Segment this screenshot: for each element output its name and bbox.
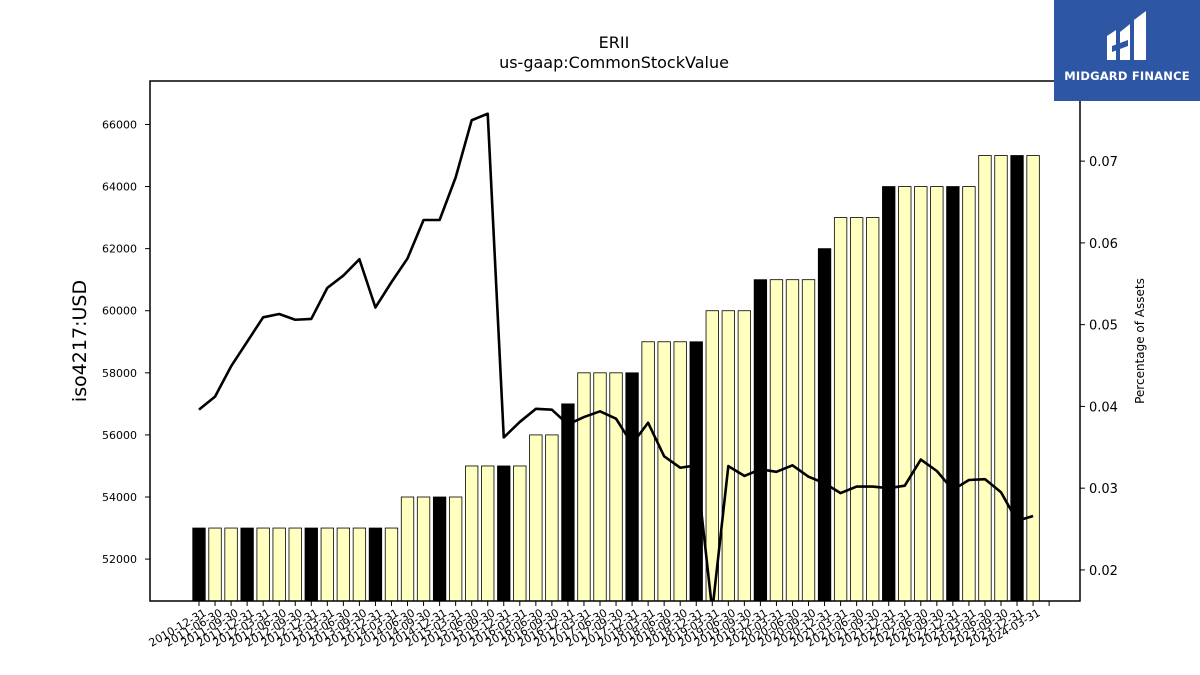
bar-2021-09-30 [882,186,896,602]
bar-2021-03-31 [849,217,864,602]
bar-2011-12-31 [256,527,270,602]
x-axis-ticks: 2010-12-312011-06-302011-09-302011-12-31… [147,601,1050,650]
bar-2012-06-30 [288,527,302,602]
bar-2012-03-31 [272,527,286,602]
bar-2013-06-30 [352,527,367,602]
bar-2017-09-30 [625,372,639,602]
percentage-of-assets-line [198,112,1034,601]
y-axis-label: iso4217:USD [69,280,91,402]
bar-2020-09-30 [817,248,832,602]
bar-2011-06-30 [224,527,238,602]
y2-axis-label: Percentage of Assets [1133,278,1147,404]
chart-subtitle: us-gaap:CommonStockValue [499,53,729,72]
bar-2012-09-30 [304,527,318,602]
bar-2016-03-31 [529,434,543,602]
bar-2022-09-30 [946,186,960,602]
bar-2013-12-31 [384,527,399,602]
bar-2021-12-31 [898,186,912,602]
y2-axis-ticks: 0.02 0.03 0.04 0.05 0.06 0.07 [1080,155,1118,579]
y-axis-ticks: 52000 54000 56000 58000 60000 62000 64000 66000 [102,118,150,566]
bar-2023-09-30 [1010,155,1024,602]
bar-series [192,155,1040,602]
plot-frame [149,80,1081,602]
bar-2016-09-30 [561,403,575,602]
bar-2014-09-30 [432,496,447,602]
bar-2022-12-31 [962,186,976,602]
bar-2020-12-31 [833,217,848,602]
y2-tick-label: 0.07 [1089,155,1118,170]
bar-2011-03-31 [208,527,222,602]
bar-2018-12-31 [705,310,719,602]
bar-2010-12-31 [192,527,206,602]
y2-tick-label: 0.04 [1089,400,1118,415]
bar-2013-03-31 [336,527,351,602]
bar-2019-12-31 [769,279,784,602]
bar-2014-06-30 [416,496,431,602]
bar-2016-12-31 [577,372,591,602]
bar-2020-03-31 [785,279,800,602]
bar-2023-06-30 [994,155,1008,602]
bar-2023-12-31 [1026,155,1040,602]
bar-2015-12-31 [513,465,527,602]
bar-2015-09-30 [497,465,511,602]
y-tick-label: 66000 [102,118,137,131]
bar-2016-06-30 [545,434,559,602]
bar-2019-09-30 [753,279,768,602]
bar-2013-09-30 [368,527,383,602]
y2-tick-label: 0.06 [1089,237,1118,252]
bar-2018-06-30 [673,341,687,602]
bar-2022-03-31 [914,186,928,602]
bar-2015-03-31 [465,465,479,602]
y-tick-label: 56000 [102,429,137,442]
y-tick-label: 64000 [102,181,137,194]
y-tick-label: 62000 [102,243,137,256]
bar-2014-03-31 [400,496,415,602]
bar-2014-12-31 [448,496,463,602]
bar-2022-06-30 [930,186,944,602]
midgard-logo-icon [1107,11,1146,60]
y2-tick-label: 0.03 [1089,482,1118,497]
bar-2017-06-30 [609,372,623,602]
bar-2012-12-31 [320,527,334,602]
bar-2017-03-31 [593,372,607,602]
bar-2023-03-31 [978,155,992,602]
y2-tick-label: 0.05 [1089,319,1118,334]
chart-title: ERII [599,33,630,52]
bar-2021-06-30 [866,217,880,602]
y-tick-label: 52000 [102,553,137,566]
bar-2020-06-30 [801,279,816,602]
y-tick-label: 58000 [102,367,137,380]
brand-logo: MIDGARD FINANCE [1054,0,1200,101]
bar-2017-12-31 [641,341,655,602]
bar-2011-09-30 [240,527,254,602]
y2-tick-label: 0.02 [1089,564,1118,579]
line-series-group [198,112,1034,601]
bar-2018-03-31 [657,341,671,602]
bar-2015-06-30 [481,465,495,602]
brand-name: MIDGARD FINANCE [1064,69,1190,83]
y-tick-label: 60000 [102,305,137,318]
y-tick-label: 54000 [102,491,137,504]
bar-2019-06-30 [737,310,752,602]
bar-2019-03-31 [721,310,735,602]
